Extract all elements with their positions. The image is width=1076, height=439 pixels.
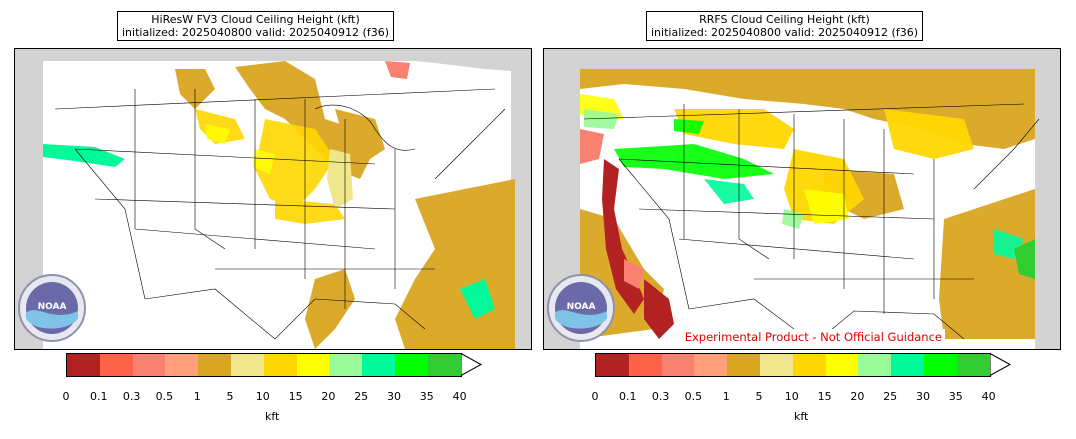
map-panel-hiresw: HiResW FV3 Cloud Ceiling Height (kft) in… (14, 0, 534, 439)
colorbar-tick-label: 25 (883, 390, 898, 403)
colorbar-tick-label: 1 (722, 390, 730, 403)
colorbar-extend-arrow (461, 353, 483, 377)
noaa-logo-text: NOAA (567, 302, 596, 312)
colorbar-cells (595, 353, 991, 377)
colorbar-cell (727, 354, 760, 376)
colorbar-cell (792, 354, 826, 376)
colorbar-tick-label: 10 (255, 390, 270, 403)
colorbar-cell (427, 354, 461, 376)
colorbar-tick-label: 1 (193, 390, 201, 403)
title-line1: HiResW FV3 Cloud Ceiling Height (kft) (151, 13, 360, 26)
colorbar-cell (394, 354, 428, 376)
colorbar-tick-label: 0 (591, 390, 599, 403)
colorbar-cell (891, 354, 924, 376)
colorbar (595, 353, 1015, 377)
colorbar-tick-label: 0.3 (122, 390, 141, 403)
colorbar-tick-label: 30 (387, 390, 401, 403)
colorbar-tick-label: 5 (755, 390, 763, 403)
colorbar-cell (858, 354, 892, 376)
colorbar-cell (661, 354, 695, 376)
colorbar-tick-label: 0.5 (684, 390, 703, 403)
colorbar-cell (198, 354, 231, 376)
colorbar-cell (67, 354, 100, 376)
noaa-logo: NOAA (17, 273, 87, 343)
colorbar-tick-label: 0.1 (619, 390, 637, 403)
colorbar-tick-label: 40 (981, 390, 996, 403)
colorbar-cell (99, 354, 133, 376)
colorbar-cell (132, 354, 166, 376)
colorbar-tick-label: 0.5 (155, 390, 174, 403)
panel-title: HiResW FV3 Cloud Ceiling Height (kft) in… (117, 11, 394, 41)
colorbar-extend-arrow (990, 353, 1012, 377)
title-line1: RRFS Cloud Ceiling Height (kft) (699, 13, 870, 26)
colorbar-cells (66, 353, 462, 377)
colorbar-cell (296, 354, 330, 376)
colorbar-cell (329, 354, 363, 376)
colorbar-tick-label: 0.3 (651, 390, 670, 403)
title-line2: initialized: 2025040800 valid: 202504091… (122, 26, 389, 39)
colorbar-tick-label: 20 (850, 390, 865, 403)
colorbar-tick-label: 15 (288, 390, 303, 403)
colorbar-cell (263, 354, 297, 376)
colorbar-cell (230, 354, 264, 376)
colorbar-tick-label: 30 (916, 390, 930, 403)
colorbar-units: kft (265, 410, 280, 423)
colorbar-cell (956, 354, 990, 376)
colorbar-cell (362, 354, 395, 376)
colorbar-cell (825, 354, 859, 376)
colorbar-tick-label: 10 (784, 390, 799, 403)
colorbar-tick-label: 15 (817, 390, 832, 403)
colorbar-tick-label: 0.1 (90, 390, 108, 403)
map-frame: NOAA (14, 48, 532, 350)
title-line2: initialized: 2025040800 valid: 202504091… (651, 26, 918, 39)
colorbar-tick-labels: 0 0.1 0.3 0.5 1 5 10 15 20 25 30 35 40 (591, 390, 1015, 404)
experimental-product-label: Experimental Product - Not Official Guid… (681, 329, 945, 345)
colorbar-tick-label: 40 (452, 390, 467, 403)
colorbar-cell (759, 354, 793, 376)
colorbar-cell (628, 354, 662, 376)
map-panel-rrfs: RRFS Cloud Ceiling Height (kft) initiali… (543, 0, 1063, 439)
colorbar-tick-label: 35 (948, 390, 963, 403)
colorbar-tick-label: 0 (62, 390, 70, 403)
colorbar-tick-label: 25 (354, 390, 369, 403)
colorbar-tick-label: 35 (419, 390, 434, 403)
colorbar-units: kft (794, 410, 809, 423)
ceiling-map (43, 59, 515, 349)
map-frame: NOAA Experimental Product - Not Official… (543, 48, 1061, 350)
colorbar-tick-labels: 0 0.1 0.3 0.5 1 5 10 15 20 25 30 35 40 (62, 390, 486, 404)
noaa-logo: NOAA (546, 273, 616, 343)
colorbar-tick-label: 20 (321, 390, 336, 403)
panel-title: RRFS Cloud Ceiling Height (kft) initiali… (646, 11, 923, 41)
colorbar-tick-label: 5 (226, 390, 234, 403)
colorbar (66, 353, 486, 377)
noaa-logo-text: NOAA (38, 302, 67, 312)
colorbar-cell (596, 354, 629, 376)
colorbar-cell (165, 354, 199, 376)
colorbar-cell (694, 354, 728, 376)
ceiling-map (580, 69, 1040, 349)
colorbar-cell (923, 354, 957, 376)
